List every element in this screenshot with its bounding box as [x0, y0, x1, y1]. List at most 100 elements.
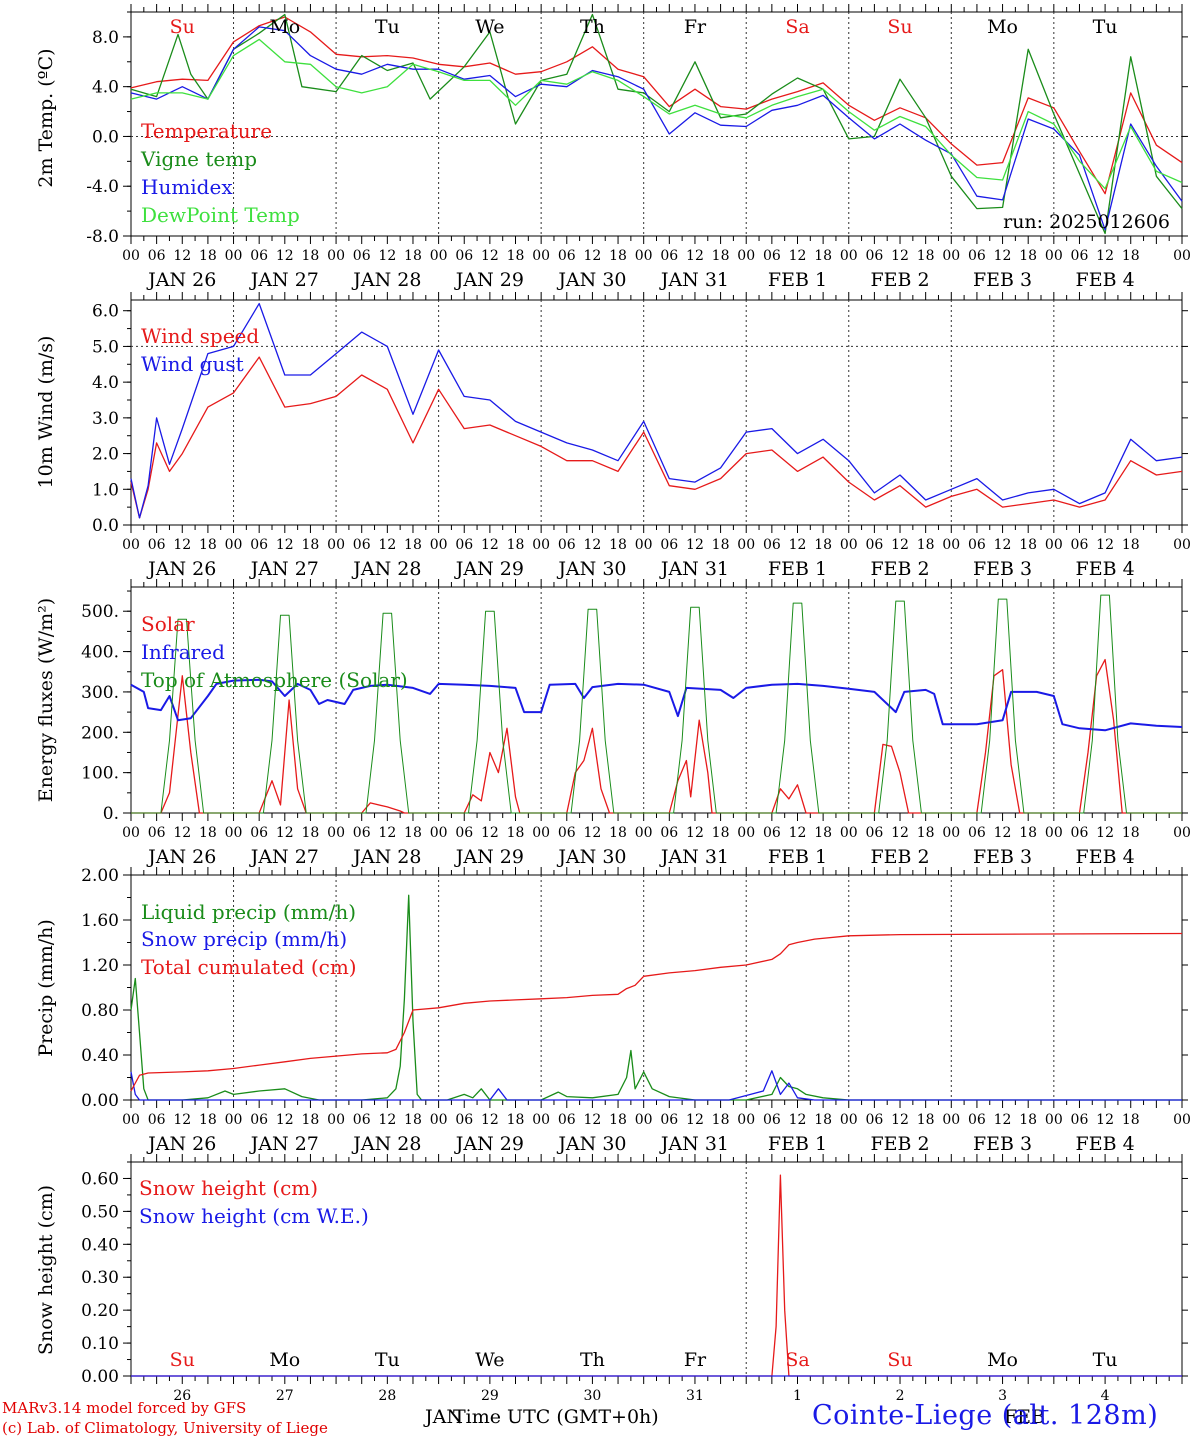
- hour-tick-label: 18: [199, 1112, 217, 1128]
- credit-model: MARv3.14 model forced by GFS: [2, 1399, 247, 1417]
- hour-tick-label: 00: [737, 1112, 755, 1128]
- y-tick-label: 0.40: [81, 1235, 119, 1255]
- hour-tick-label: 06: [968, 1112, 986, 1128]
- hour-tick-label: 06: [660, 1112, 678, 1128]
- hour-tick-label: 12: [891, 537, 909, 553]
- day-number-label: 4: [1101, 1388, 1110, 1404]
- weekday-label: Sa: [785, 1349, 809, 1371]
- day-label: FEB 3: [973, 846, 1032, 868]
- hour-tick-label: 18: [1019, 248, 1037, 264]
- hour-tick-label: 00: [840, 248, 858, 264]
- day-label: JAN 29: [454, 558, 524, 580]
- hour-tick-label: 00: [532, 248, 550, 264]
- hour-tick-label: 06: [558, 537, 576, 553]
- legend-entry: Temperature: [141, 119, 272, 143]
- day-label: JAN 30: [556, 846, 626, 868]
- day-number-label: 31: [686, 1388, 704, 1404]
- day-number-label: 30: [584, 1388, 602, 1404]
- hour-tick-label: 00: [635, 248, 653, 264]
- hour-tick-label: 18: [1122, 825, 1140, 841]
- y-axis-title: Snow height (cm): [35, 1185, 57, 1355]
- hour-tick-label: 18: [1019, 537, 1037, 553]
- y-axis-title: Energy fluxes (W/m²): [35, 598, 57, 802]
- hour-tick-label: 06: [865, 248, 883, 264]
- hour-tick-label: 00: [942, 248, 960, 264]
- hour-tick-label: 12: [686, 1112, 704, 1128]
- hour-tick-label: 12: [481, 1112, 499, 1128]
- day-label: FEB 1: [768, 846, 827, 868]
- hour-tick-label: 00: [1045, 1112, 1063, 1128]
- hour-tick-label: 00: [1045, 248, 1063, 264]
- hour-tick-label: 00: [942, 1112, 960, 1128]
- hour-tick-label: 18: [404, 248, 422, 264]
- hour-tick-label: 12: [994, 825, 1012, 841]
- day-label: FEB 4: [1076, 846, 1135, 868]
- y-tick-label: 4.0: [92, 373, 119, 393]
- legend-entry: Snow height (cm): [139, 1176, 318, 1200]
- legend-entry: Snow precip (mm/h): [141, 927, 347, 951]
- hour-tick-label: 06: [763, 248, 781, 264]
- hour-tick-label: 18: [1019, 1112, 1037, 1128]
- hour-tick-label: 00: [840, 537, 858, 553]
- chart-panel-3: [123, 579, 1188, 821]
- y-tick-label: -4.0: [86, 177, 119, 197]
- hour-tick-label: 06: [1071, 825, 1089, 841]
- hour-tick-label: 12: [481, 537, 499, 553]
- series-line: [130, 16, 1183, 195]
- weekday-label: Su: [170, 1349, 195, 1371]
- hour-tick-label: 12: [173, 248, 191, 264]
- day-label: FEB 1: [768, 269, 827, 291]
- weekday-label: We: [475, 16, 504, 38]
- hour-tick-label: 00: [225, 537, 243, 553]
- weekday-label: Mo: [269, 16, 300, 38]
- y-tick-label: 0.20: [81, 1301, 119, 1321]
- hour-tick-label: 18: [814, 248, 832, 264]
- hour-tick-label: 12: [481, 248, 499, 264]
- hour-tick-label: 06: [148, 825, 166, 841]
- hour-tick-label: 00: [122, 1112, 140, 1128]
- y-tick-label: 0.60: [81, 1169, 119, 1189]
- hour-tick-label: 18: [917, 537, 935, 553]
- hour-tick-label: 18: [302, 825, 320, 841]
- y-tick-label: 0.: [103, 804, 119, 824]
- y-tick-label: 3.0: [92, 409, 119, 429]
- series-line: [131, 594, 1182, 814]
- weekday-label: Su: [887, 1349, 912, 1371]
- day-label: JAN 27: [249, 269, 319, 291]
- hour-tick-label: 12: [584, 537, 602, 553]
- hour-tick-label: 18: [302, 248, 320, 264]
- y-tick-label: 0.10: [81, 1334, 119, 1354]
- chart-panel-4: [123, 867, 1188, 1108]
- hour-tick-label: 12: [891, 248, 909, 264]
- hour-tick-label: 06: [558, 825, 576, 841]
- hour-tick-label: 06: [455, 248, 473, 264]
- hour-tick-label: 06: [865, 537, 883, 553]
- hour-tick-label: 00: [327, 1112, 345, 1128]
- hour-tick-label: 06: [250, 1112, 268, 1128]
- hour-tick-label: 00: [1045, 537, 1063, 553]
- legend-entry: Wind gust: [141, 352, 244, 376]
- hour-tick-label: 18: [712, 1112, 730, 1128]
- hour-tick-label: 12: [378, 1112, 396, 1128]
- weekday-label: Th: [580, 16, 605, 38]
- hour-tick-label: 06: [763, 825, 781, 841]
- series-line: [130, 356, 1183, 519]
- run-annotation: run: 2025012606: [1003, 211, 1170, 233]
- weekday-label: Tu: [1093, 16, 1118, 38]
- hour-tick-label: 12: [994, 248, 1012, 264]
- series-line: [130, 678, 1183, 732]
- hour-tick-label: 00: [327, 248, 345, 264]
- hour-tick-label: 12: [789, 537, 807, 553]
- hour-tick-label: 00: [840, 825, 858, 841]
- hour-tick-label: 00: [1173, 825, 1191, 841]
- hour-tick-label: 06: [558, 1112, 576, 1128]
- y-tick-label: 300.: [81, 683, 119, 703]
- day-label: JAN 29: [454, 846, 524, 868]
- day-label: JAN 26: [146, 558, 216, 580]
- hour-tick-label: 00: [225, 248, 243, 264]
- hour-tick-label: 06: [1071, 537, 1089, 553]
- hour-tick-label: 00: [1173, 1112, 1191, 1128]
- hour-tick-label: 18: [712, 825, 730, 841]
- hour-tick-label: 00: [635, 825, 653, 841]
- hour-tick-label: 12: [994, 537, 1012, 553]
